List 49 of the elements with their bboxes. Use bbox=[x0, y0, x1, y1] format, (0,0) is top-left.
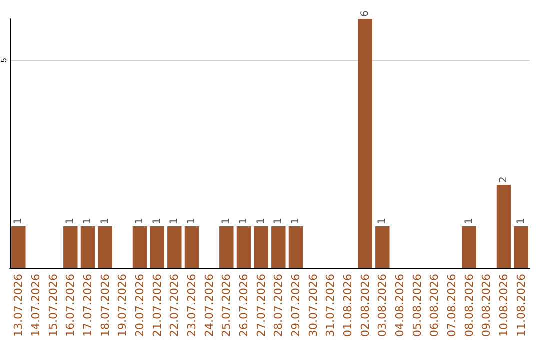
x-tick-label: 19.07.2026 bbox=[116, 274, 130, 338]
x-tick-label: 01.08.2026 bbox=[342, 274, 354, 338]
x-tick-label: 09.08.2026 bbox=[480, 274, 494, 338]
x-tick-label: 25.07.2026 bbox=[220, 274, 234, 338]
x-tick-label: 07.08.2026 bbox=[446, 274, 458, 338]
x-tick-label: 14.07.2026 bbox=[30, 274, 42, 338]
x-tick-label: 03.08.2026 bbox=[376, 274, 390, 338]
x-tick-label: 02.08.2026 bbox=[358, 274, 372, 338]
data-label: 1 bbox=[221, 218, 232, 225]
data-label: 1 bbox=[377, 218, 388, 225]
x-tick-label: 24.07.2026 bbox=[202, 274, 216, 338]
x-tick-label: 22.07.2026 bbox=[168, 274, 182, 338]
data-label: 6 bbox=[360, 10, 371, 17]
x-tick-label: 26.07.2026 bbox=[238, 274, 250, 338]
data-label: 1 bbox=[464, 218, 475, 225]
data-label: 1 bbox=[186, 218, 198, 225]
data-label: 1 bbox=[238, 218, 250, 225]
data-label: 2 bbox=[498, 176, 510, 184]
x-tick-label: 23.07.2026 bbox=[186, 274, 198, 338]
x-tick-label: 30.07.2026 bbox=[306, 274, 320, 338]
x-tick-label: 15.07.2026 bbox=[46, 274, 60, 338]
x-tick-label: 16.07.2026 bbox=[64, 274, 78, 338]
data-label: 1 bbox=[134, 218, 146, 225]
data-label: 1 bbox=[13, 218, 24, 225]
x-tick-label: 18.07.2026 bbox=[98, 274, 112, 338]
x-tick-label: 21.07.2026 bbox=[150, 274, 164, 338]
data-label: 1 bbox=[169, 218, 180, 225]
x-tick-label: 28.07.2026 bbox=[272, 274, 286, 338]
x-tick-label: 17.07.2026 bbox=[82, 274, 94, 338]
data-label: 1 bbox=[100, 218, 111, 225]
data-label: 1 bbox=[256, 218, 267, 225]
x-tick-label: 29.07.2026 bbox=[290, 274, 302, 338]
x-tick-label: 20.07.2026 bbox=[134, 274, 146, 338]
x-tick-label: 10.08.2026 bbox=[498, 274, 510, 338]
data-label: 1 bbox=[290, 218, 302, 225]
x-tick-label: 04.08.2026 bbox=[394, 274, 406, 338]
data-label: 1 bbox=[82, 218, 94, 225]
data-label: 1 bbox=[516, 218, 527, 225]
x-tick-label: 05.08.2026 bbox=[410, 274, 424, 338]
x-tick-label: 06.08.2026 bbox=[428, 274, 442, 338]
data-label: 1 bbox=[273, 218, 284, 225]
x-tick-label: 11.08.2026 bbox=[514, 274, 528, 338]
x-tick-label: 31.07.2026 bbox=[324, 274, 338, 338]
data-label: 1 bbox=[65, 218, 76, 225]
y-tick-label: 5 bbox=[0, 58, 8, 63]
x-tick-label: 08.08.2026 bbox=[462, 274, 476, 338]
x-tick-label: 27.07.2026 bbox=[254, 274, 268, 338]
x-tick-label: 13.07.2026 bbox=[12, 274, 26, 338]
data-label: 1 bbox=[152, 218, 163, 225]
